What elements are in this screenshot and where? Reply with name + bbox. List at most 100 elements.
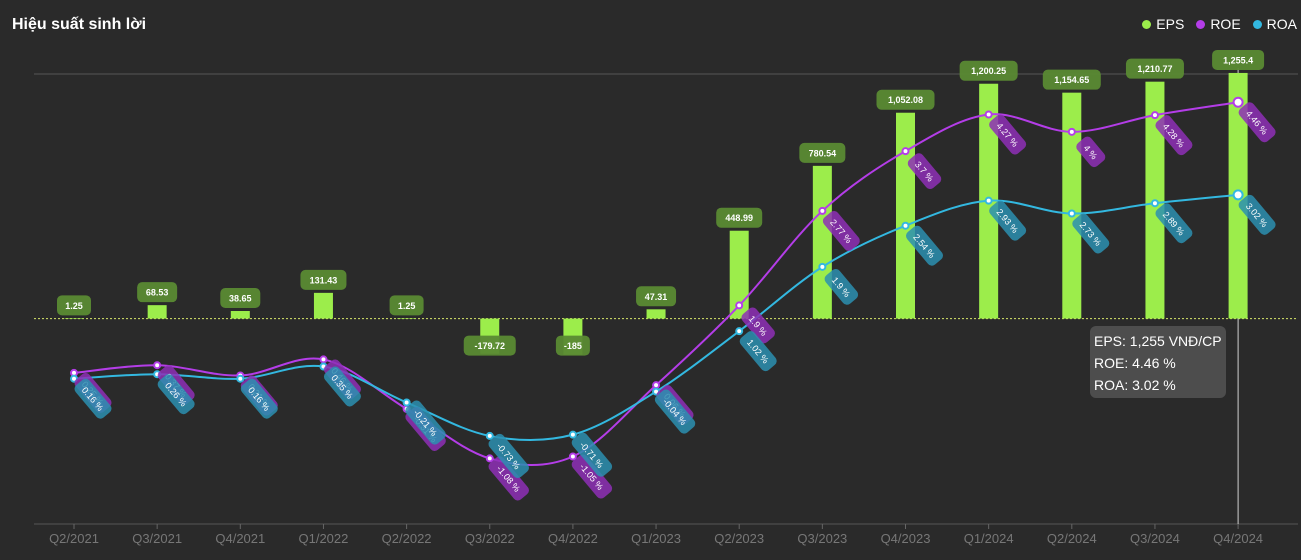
eps-data-label-text: 47.31 — [645, 292, 668, 302]
roe-point — [901, 147, 910, 156]
roe-data-label-bg — [741, 307, 775, 344]
eps-data-label-bg — [137, 282, 178, 303]
roa-data-label-bg — [405, 400, 446, 445]
roe-point — [984, 110, 993, 119]
eps-data-label-bg — [716, 207, 763, 228]
roa-data-label-bg — [157, 374, 195, 415]
roe-point — [652, 381, 661, 390]
roe-data-label-bg — [571, 454, 613, 499]
roe-data-label-bg — [1238, 102, 1276, 143]
roe-line — [73, 101, 1239, 467]
chart-tooltip: EPS: 1,255 VNĐ/CP ROE: 4.46 % ROA: 3.02 … — [1090, 326, 1226, 398]
roa-data-label-bg — [240, 378, 278, 419]
eps-data-label-text: 38.65 — [229, 294, 252, 304]
eps-data-label-bg — [1125, 58, 1184, 79]
eps-bar — [896, 112, 915, 319]
eps-bar — [64, 318, 84, 319]
eps-bar — [646, 309, 666, 319]
roa-data-label-bg — [1155, 203, 1193, 244]
roa-point — [485, 431, 494, 440]
roe-point — [153, 361, 162, 370]
x-tick-label: Q2/2021 — [49, 531, 99, 546]
roa-point — [1232, 189, 1244, 201]
roe-data-label-bg — [1155, 115, 1193, 156]
x-tick-label: Q1/2023 — [631, 531, 681, 546]
roa-point — [735, 327, 744, 336]
x-tick-label: Q2/2024 — [1047, 531, 1097, 546]
x-tick-label: Q1/2022 — [299, 531, 349, 546]
eps-data-label-text: 1.25 — [65, 301, 83, 311]
legend-item-roa[interactable]: ROA — [1252, 16, 1297, 32]
roa-point — [568, 430, 577, 439]
roe-data-label: 2.77 % — [822, 210, 860, 251]
legend-roa-dot-icon — [1252, 19, 1262, 29]
x-tick-label: Q3/2021 — [132, 531, 182, 546]
eps-data-label-bg — [389, 295, 424, 316]
eps-data-label-text: 1,052.08 — [888, 95, 923, 105]
roa-data-label-bg — [1072, 213, 1110, 254]
roa-data-label-bg — [1238, 194, 1276, 235]
eps-bar — [313, 292, 333, 319]
roe-data-label-bg — [989, 114, 1027, 155]
eps-bar — [397, 318, 417, 319]
eps-data-label-bg — [463, 335, 516, 356]
roa-data-label-bg — [74, 378, 112, 419]
roe-point — [319, 355, 328, 364]
x-tick-label: Q4/2023 — [881, 531, 931, 546]
eps-bar — [729, 230, 749, 319]
eps-data-label: 1,255.4 — [1212, 49, 1265, 70]
roa-data-label-bg — [989, 200, 1027, 241]
roa-data-label-bg — [906, 225, 943, 266]
eps-data-label: 47.31 — [636, 286, 677, 307]
eps-data-label: 780.54 — [799, 142, 846, 163]
eps-data-label-bg — [1042, 69, 1101, 90]
roe-data-label-bg — [1076, 136, 1106, 168]
legend-item-roe[interactable]: ROE — [1196, 16, 1241, 32]
eps-data-label: 448.99 — [716, 207, 763, 228]
eps-data-label: 1.25 — [389, 295, 424, 316]
legend-item-eps[interactable]: EPS — [1142, 16, 1184, 32]
x-tick-label: Q4/2022 — [548, 531, 598, 546]
tooltip-eps: EPS: 1,255 VNĐ/CP — [1094, 333, 1222, 349]
eps-data-label-bg — [876, 89, 935, 110]
roe-data-label-bg — [822, 210, 860, 251]
roa-point — [1150, 199, 1159, 208]
eps-data-label-text: 780.54 — [809, 148, 837, 158]
roe-point — [1150, 111, 1159, 120]
eps-data-label: 68.53 — [137, 282, 178, 303]
roe-data-label-bg — [488, 456, 529, 501]
roa-data-label-bg — [824, 268, 859, 305]
eps-data-label-text: -179.72 — [474, 341, 505, 351]
eps-data-label: 1.25 — [57, 295, 91, 316]
eps-data-label-text: 1,154.65 — [1054, 75, 1089, 85]
roa-point — [1067, 209, 1076, 218]
eps-data-label-bg — [300, 269, 347, 290]
eps-data-label-text: 131.43 — [310, 275, 338, 285]
eps-data-label-text: 1,200.25 — [971, 66, 1006, 76]
legend-eps-dot-icon — [1142, 19, 1152, 29]
eps-data-label: 131.43 — [300, 269, 347, 290]
eps-data-label-text: -185 — [564, 341, 582, 351]
eps-data-label-text: 1,210.77 — [1137, 64, 1172, 74]
chart-legend: EPS ROE ROA — [1142, 16, 1297, 32]
eps-data-label-text: 1,255.4 — [1223, 55, 1253, 65]
roa-data-label-bg — [654, 389, 696, 434]
x-tick-label: Q3/2023 — [797, 531, 847, 546]
eps-bar — [147, 305, 167, 319]
roe-point — [1232, 96, 1244, 108]
roa-point — [901, 221, 910, 230]
eps-data-label-bg — [57, 295, 91, 316]
roa-data-label-bg — [323, 366, 361, 407]
legend-roa-label: ROA — [1266, 16, 1297, 32]
x-tick-label: Q4/2021 — [215, 531, 265, 546]
eps-data-label-text: 1.25 — [398, 301, 416, 311]
eps-bar — [1062, 92, 1082, 319]
roe-point — [735, 301, 744, 310]
eps-data-label: -179.72 — [463, 335, 516, 356]
roe-point — [568, 452, 577, 461]
legend-roe-label: ROE — [1210, 16, 1241, 32]
eps-data-label-bg — [636, 286, 677, 307]
roa-data-label-bg — [739, 331, 777, 372]
roe-data-label-bg — [907, 153, 942, 190]
